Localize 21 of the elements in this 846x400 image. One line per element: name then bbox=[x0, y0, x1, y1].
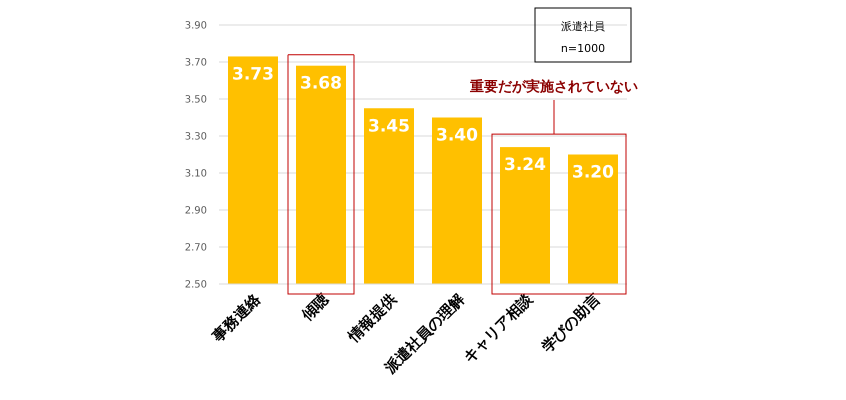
data-label: 3.20 bbox=[572, 162, 614, 182]
annotation: 派遣社員 bbox=[561, 20, 605, 33]
x-tick-label: 事務連絡 bbox=[208, 289, 265, 346]
y-tick-label: 3.10 bbox=[184, 168, 207, 180]
y-tick-label: 2.50 bbox=[184, 280, 207, 290]
annotation: n=1000 bbox=[560, 42, 606, 55]
x-tick-label: 傾聴 bbox=[297, 289, 333, 325]
y-tick-label: 3.70 bbox=[184, 58, 207, 68]
y-tick-label: 3.90 bbox=[184, 20, 207, 32]
annotation: 重要だが実施されていない bbox=[469, 78, 638, 95]
data-label: 3.45 bbox=[368, 116, 410, 136]
data-label: 3.24 bbox=[504, 155, 546, 176]
data-label: 3.73 bbox=[232, 64, 274, 84]
data-label: 3.68 bbox=[300, 74, 342, 94]
y-tick-label: 3.50 bbox=[184, 94, 207, 106]
x-tick-label: 情報提供 bbox=[344, 290, 400, 346]
y-tick-label: 3.30 bbox=[184, 132, 207, 142]
y-tick-label: 2.70 bbox=[184, 242, 207, 254]
y-tick-label: 2.90 bbox=[184, 206, 207, 216]
data-label: 3.40 bbox=[436, 126, 478, 146]
x-tick-label: 学びの助言 bbox=[538, 290, 604, 356]
